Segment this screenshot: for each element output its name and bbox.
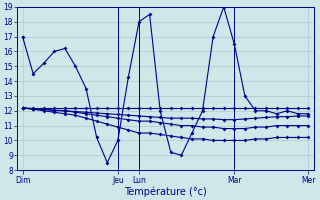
X-axis label: Température (°c): Température (°c) <box>124 186 207 197</box>
